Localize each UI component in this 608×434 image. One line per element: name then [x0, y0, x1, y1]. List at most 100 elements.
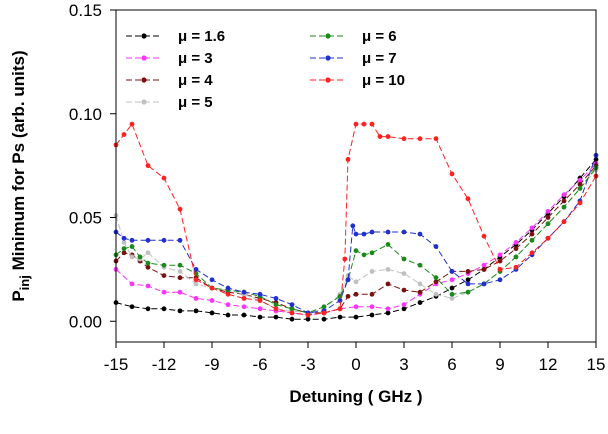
data-point: [385, 229, 391, 235]
data-point: [449, 171, 455, 177]
y-tick-label: 0.10: [69, 105, 102, 124]
data-point: [353, 314, 359, 320]
legend-item: μ = 1.6: [126, 28, 225, 45]
data-point: [129, 121, 135, 127]
data-point: [241, 289, 247, 295]
legend-swatch-marker: [141, 33, 147, 39]
data-point: [433, 275, 439, 281]
data-point: [145, 260, 151, 266]
data-point: [161, 289, 167, 295]
data-point: [465, 196, 471, 202]
data-point: [321, 316, 327, 322]
legend: μ = 1.6 μ = 3 μ = 4 μ = 5 μ = 6 μ = 7 μ = 10: [126, 28, 405, 111]
data-point: [209, 310, 215, 316]
legend-item: μ = 10: [310, 72, 405, 89]
data-point: [273, 296, 279, 301]
data-point: [529, 231, 535, 237]
data-point: [145, 283, 151, 289]
data-point: [401, 287, 407, 293]
data-point: [289, 316, 295, 322]
series-7: [113, 121, 599, 318]
data-point: [361, 252, 367, 258]
series-layer: [113, 121, 599, 322]
x-tick-label: 12: [539, 355, 558, 374]
data-point: [161, 175, 167, 181]
data-point: [401, 306, 407, 312]
data-point: [497, 266, 503, 272]
data-point: [369, 229, 375, 235]
data-point: [177, 269, 183, 274]
data-point: [377, 134, 383, 139]
axis-ticks: -15 -12 -9 -6 -3 0 3 6 9 12 15 0.00 0.05 0.10 0.15: [69, 1, 606, 374]
data-point: [433, 279, 439, 285]
data-point: [209, 285, 215, 291]
legend-label: μ = 7: [362, 50, 397, 67]
data-point: [401, 229, 407, 235]
data-point: [241, 296, 247, 301]
data-point: [177, 206, 183, 212]
data-point: [321, 304, 327, 310]
data-point: [193, 266, 199, 272]
data-point: [417, 289, 423, 295]
data-point: [129, 254, 135, 260]
data-point: [577, 181, 583, 187]
data-point: [417, 300, 423, 305]
data-point: [129, 237, 135, 243]
data-point: [369, 250, 375, 256]
data-point: [481, 281, 487, 287]
data-point: [337, 314, 343, 320]
data-point: [417, 136, 423, 142]
legend-item: μ = 6: [310, 28, 397, 45]
data-point: [385, 281, 391, 287]
data-point: [481, 262, 487, 268]
data-point: [561, 198, 567, 204]
data-point: [353, 248, 359, 254]
data-point: [121, 240, 127, 245]
x-tick-label: 6: [447, 355, 456, 374]
data-point: [145, 250, 151, 256]
data-point: [433, 136, 439, 142]
data-point: [345, 277, 351, 283]
data-point: [449, 291, 455, 297]
data-point: [225, 312, 231, 318]
data-point: [273, 314, 279, 320]
data-point: [529, 237, 535, 243]
y-axis-title-rest: Minimum for Ps (arb. units): [9, 50, 28, 275]
data-point: [129, 281, 135, 287]
data-point: [529, 225, 535, 231]
x-tick-label: 3: [399, 355, 408, 374]
data-point: [449, 285, 455, 291]
data-point: [433, 291, 439, 297]
data-point: [577, 177, 583, 183]
data-point: [353, 279, 359, 285]
data-point: [177, 289, 183, 295]
data-point: [137, 254, 143, 260]
data-point: [257, 314, 263, 320]
legend-label: μ = 3: [178, 50, 213, 67]
data-point: [177, 275, 183, 281]
y-tick-label: 0.15: [69, 1, 102, 20]
data-point: [545, 208, 551, 214]
legend-swatch-marker: [141, 55, 147, 61]
y-axis-title-sub: inj: [17, 275, 32, 290]
data-point: [121, 235, 127, 241]
data-point: [289, 302, 295, 308]
data-point: [145, 264, 151, 270]
data-point: [361, 121, 367, 127]
x-axis-title: Detuning ( GHz ): [289, 387, 422, 406]
legend-swatch-marker: [325, 77, 331, 83]
series-line: [115, 165, 597, 314]
data-point: [385, 242, 391, 247]
data-point: [465, 277, 471, 283]
data-point: [121, 132, 127, 137]
data-point: [497, 258, 503, 264]
y-tick-label: 0.05: [69, 209, 102, 228]
data-point: [225, 302, 231, 308]
x-tick-label: -3: [300, 355, 315, 374]
data-point: [177, 308, 183, 314]
x-tick-label: -6: [252, 355, 267, 374]
data-point: [369, 304, 375, 310]
series-line: [115, 123, 597, 316]
legend-label: μ = 10: [362, 72, 405, 89]
legend-label: μ = 6: [362, 28, 397, 45]
